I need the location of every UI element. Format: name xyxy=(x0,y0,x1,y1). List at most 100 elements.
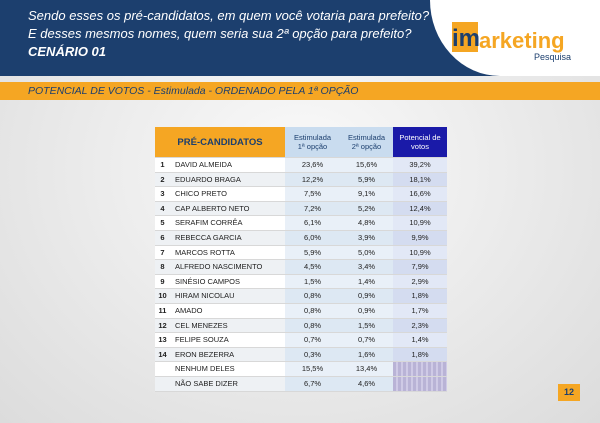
rank: 4 xyxy=(155,202,170,217)
column-header: PRÉ-CANDIDATOS xyxy=(155,127,285,158)
row-bg xyxy=(155,158,285,173)
row-bg xyxy=(155,304,285,319)
rank: 2 xyxy=(155,173,170,188)
band-text: POTENCIAL DE VOTOS - Estimulada - ORDENA… xyxy=(28,85,359,97)
candidate: ALFREDO NASCIMENTO xyxy=(175,262,263,272)
second-choice: 4,8% xyxy=(340,216,393,231)
potential-empty xyxy=(393,377,447,392)
row-bg xyxy=(155,274,285,290)
second-choice: 13,4% xyxy=(340,362,393,377)
candidate: NÃO SABE DIZER xyxy=(175,379,238,388)
potential: 10,9% xyxy=(393,216,447,231)
rank: 8 xyxy=(155,260,170,275)
rank: 7 xyxy=(155,246,170,261)
logo-word: arketing xyxy=(479,28,565,53)
candidate: HIRAM NICOLAU xyxy=(175,291,235,301)
row-bg xyxy=(155,333,285,348)
candidate: AMADO xyxy=(175,306,203,315)
rank: 1 xyxy=(155,158,170,173)
potential: 16,6% xyxy=(393,187,447,202)
row-bg xyxy=(155,245,285,261)
potential: 2,9% xyxy=(393,274,447,290)
row-bg xyxy=(155,362,285,377)
candidate: EDUARDO BRAGA xyxy=(175,174,241,184)
second-choice: 5,2% xyxy=(340,201,393,217)
candidate: SINÉSIO CAMPOS xyxy=(175,276,241,286)
potential: 7,9% xyxy=(393,260,447,275)
logo-mark: im xyxy=(452,22,480,52)
second-choice: 1,5% xyxy=(340,318,393,334)
second-choice: 0,9% xyxy=(340,289,393,304)
row-bg xyxy=(155,201,285,217)
second-choice: 9,1% xyxy=(340,187,393,202)
row-bg xyxy=(155,347,285,363)
row-bg xyxy=(155,377,285,392)
candidate: CAP ALBERTO NETO xyxy=(175,203,250,213)
candidate: SERAFIM CORRÊA xyxy=(175,218,243,228)
candidate: ERON BEZERRA xyxy=(175,349,235,359)
candidate: CHICO PRETO xyxy=(175,189,227,199)
rank: 14 xyxy=(155,348,170,363)
potential: 12,4% xyxy=(393,201,447,217)
row-bg xyxy=(155,318,285,334)
first-choice: 7,2% xyxy=(285,201,340,217)
logo-sub: Pesquisa xyxy=(534,52,572,62)
potential: 1,7% xyxy=(393,304,447,319)
potential: 2,3% xyxy=(393,318,447,334)
potential: 1,8% xyxy=(393,289,447,304)
header-line: E desses mesmos nomes, quem seria sua 2ª… xyxy=(28,26,412,41)
page-number: 12 xyxy=(558,384,580,401)
second-choice: 0,9% xyxy=(340,304,393,319)
potential: 10,9% xyxy=(393,245,447,261)
potential: 1,4% xyxy=(393,333,447,348)
first-choice: 7,5% xyxy=(285,187,340,202)
row-bg xyxy=(155,231,285,246)
second-choice: 4,6% xyxy=(340,377,393,392)
second-choice: 3,4% xyxy=(340,260,393,275)
second-choice: 5,9% xyxy=(340,172,393,188)
row-bg xyxy=(155,187,285,202)
rank: 9 xyxy=(155,275,170,290)
second-choice: 15,6% xyxy=(340,158,393,173)
rank: 13 xyxy=(155,333,170,348)
first-choice: 23,6% xyxy=(285,158,340,173)
first-choice: 5,9% xyxy=(285,245,340,261)
first-choice: 0,3% xyxy=(285,347,340,363)
header-line: CENÁRIO 01 xyxy=(28,44,107,59)
first-choice: 4,5% xyxy=(285,260,340,275)
potential: 1,8% xyxy=(393,347,447,363)
header-line: Sendo esses os pré-candidatos, em quem v… xyxy=(28,8,430,23)
candidate: NENHUM DELES xyxy=(175,364,235,374)
row-bg xyxy=(155,260,285,275)
potential: 18,1% xyxy=(393,172,447,188)
row-bg xyxy=(155,289,285,304)
candidate: CEL MENEZES xyxy=(175,320,228,330)
column-header: Estimulada 2ª opção xyxy=(340,127,393,158)
first-choice: 0,8% xyxy=(285,318,340,334)
rank: 11 xyxy=(155,304,170,319)
first-choice: 6,0% xyxy=(285,231,340,246)
first-choice: 15,5% xyxy=(285,362,340,377)
first-choice: 0,7% xyxy=(285,333,340,348)
second-choice: 0,7% xyxy=(340,333,393,348)
first-choice: 6,1% xyxy=(285,216,340,231)
first-choice: 12,2% xyxy=(285,172,340,188)
first-choice: 0,8% xyxy=(285,304,340,319)
row-bg xyxy=(155,172,285,188)
first-choice: 6,7% xyxy=(285,377,340,392)
column-header: Estimulada 1ª opção xyxy=(285,127,340,158)
candidate: REBECCA GARCIA xyxy=(175,233,242,242)
second-choice: 5,0% xyxy=(340,245,393,261)
potential: 39,2% xyxy=(393,158,447,173)
candidate: FELIPE SOUZA xyxy=(175,335,229,345)
rank: 5 xyxy=(155,216,170,231)
second-choice: 1,4% xyxy=(340,274,393,290)
rank: 12 xyxy=(155,319,170,334)
first-choice: 0,8% xyxy=(285,289,340,304)
candidate: MARCOS ROTTA xyxy=(175,247,235,257)
rank: 3 xyxy=(155,187,170,202)
section-band: POTENCIAL DE VOTOS - Estimulada - ORDENA… xyxy=(0,82,600,100)
candidate: DAVID ALMEIDA xyxy=(175,160,232,169)
potential-empty xyxy=(393,362,447,377)
